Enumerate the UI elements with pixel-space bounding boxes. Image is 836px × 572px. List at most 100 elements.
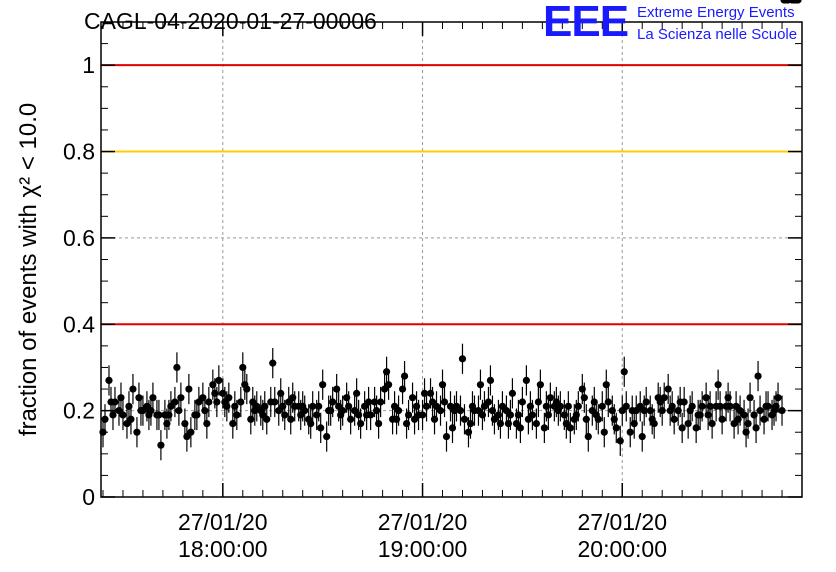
data-marker [438,381,447,389]
data-point [317,412,325,444]
data-marker [484,398,493,406]
data-point [400,360,409,392]
data-point [508,378,517,409]
data-point [319,369,327,400]
data-marker [329,398,337,406]
data-marker [612,424,620,432]
data-marker [660,394,668,402]
axis-labels: 00.20.40.60.8127/01/2018:00:0027/01/2019… [63,52,667,562]
data-point [309,391,317,422]
data-marker [149,394,157,402]
data-marker [456,407,465,415]
data-point [329,386,337,418]
data-marker [239,363,247,372]
chart-title: CAGL-04-2020-01-27-00006 [84,8,377,34]
data-marker [536,381,544,389]
data-marker [664,385,672,393]
logo-subtitle-2: La Scienza nelle Scuole [637,26,798,43]
data-marker [556,402,564,410]
data-point [456,395,465,426]
data-point [752,412,760,444]
data-point [367,399,375,431]
data-point [528,399,536,431]
data-point [117,382,125,413]
data-marker [756,407,764,415]
data-point [756,395,764,426]
data-point [438,369,447,400]
data-marker [301,407,309,415]
data-point [301,395,309,426]
data-point [764,391,772,422]
y-tick-label: 0 [82,484,95,510]
data-point [706,391,714,422]
data-point [474,395,483,426]
data-point [448,412,457,444]
data-point [127,404,135,435]
data-marker [508,389,517,397]
data-marker [111,398,119,406]
data-point [129,373,137,405]
data-marker [422,402,431,410]
data-point [384,369,393,400]
data-marker [271,398,279,406]
data-marker [726,402,734,410]
data-marker [714,381,722,389]
data-marker [101,415,109,423]
data-marker [752,424,760,432]
data-marker [375,419,383,428]
data-marker [582,415,590,423]
x-tick-label-time: 20:00:00 [577,536,667,562]
data-point [600,417,608,448]
data-marker [177,394,185,402]
data-marker [516,424,525,432]
data-point [518,386,526,418]
data-point [339,395,347,426]
data-marker [574,402,582,410]
data-marker [584,432,592,441]
data-point [119,399,127,431]
data-point [506,399,515,431]
data-marker [333,385,341,393]
data-point [271,386,279,418]
data-marker [155,411,163,419]
data-marker [117,394,125,402]
data-point [347,404,355,435]
data-point [618,395,626,426]
data-marker [269,359,277,367]
data-marker [357,419,365,428]
data-point [580,382,588,413]
data-point [357,408,365,439]
x-tick-label-time: 19:00:00 [378,536,468,562]
data-marker [157,441,165,449]
data-point [698,391,706,422]
data-point [688,391,696,422]
data-marker [534,398,542,406]
data-point [476,369,485,400]
data-point [604,386,612,418]
data-marker [708,419,716,428]
data-marker [698,402,706,410]
data-point [650,408,658,439]
data-point [353,378,361,409]
data-marker [339,407,347,415]
data-point [484,386,493,418]
data-point [375,408,383,439]
data-point [536,369,544,400]
data-point [440,386,449,418]
data-marker [309,402,317,410]
data-marker [203,419,211,428]
data-marker [600,428,608,436]
logo-subtitle-1: Extreme Energy Events [637,4,795,21]
x-tick-label-date: 27/01/20 [178,509,268,535]
data-marker [315,402,323,410]
data-point [616,425,624,456]
data-point [594,404,602,435]
data-point [225,382,233,413]
data-point [636,391,644,422]
axis-ticks [101,21,802,498]
data-marker [688,402,696,410]
data-marker [323,432,331,441]
x-tick-label-date: 27/01/20 [378,509,468,535]
data-marker [129,385,137,393]
